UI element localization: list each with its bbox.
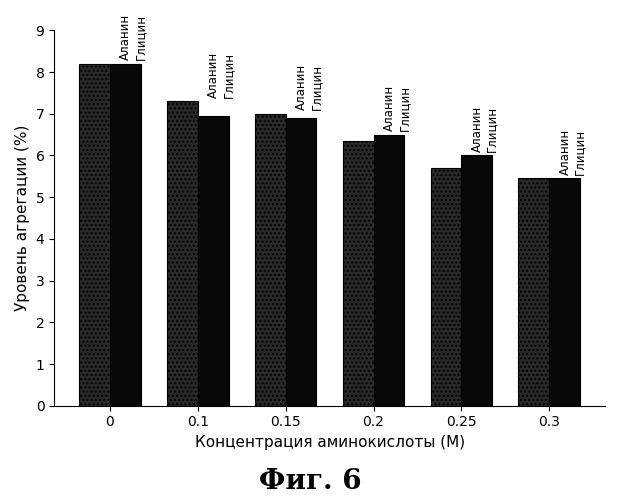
Text: Аланин
Глицин: Аланин Глицин: [383, 85, 410, 132]
Text: Аланин
Глицин: Аланин Глицин: [295, 64, 323, 110]
Bar: [431, 168, 461, 406]
Y-axis label: Уровень агрегации (%): Уровень агрегации (%): [15, 125, 30, 311]
Bar: [518, 178, 549, 406]
Bar: [343, 141, 373, 406]
X-axis label: Концентрация аминокислоты (М): Концентрация аминокислоты (М): [195, 435, 464, 450]
Text: Аланин
Глицин: Аланин Глицин: [119, 14, 147, 60]
Bar: [286, 118, 316, 406]
Text: Аланин
Глицин: Аланин Глицин: [207, 52, 235, 98]
Bar: [198, 116, 229, 406]
Text: Фиг. 6: Фиг. 6: [259, 468, 361, 495]
Text: Аланин
Глицин: Аланин Глицин: [559, 129, 587, 175]
Bar: [549, 178, 580, 406]
Text: Аланин
Глицин: Аланин Глицин: [471, 106, 498, 152]
Bar: [79, 64, 110, 406]
Bar: [373, 134, 404, 406]
Bar: [110, 64, 141, 406]
Bar: [255, 114, 286, 406]
Bar: [461, 156, 492, 406]
Bar: [167, 101, 198, 406]
